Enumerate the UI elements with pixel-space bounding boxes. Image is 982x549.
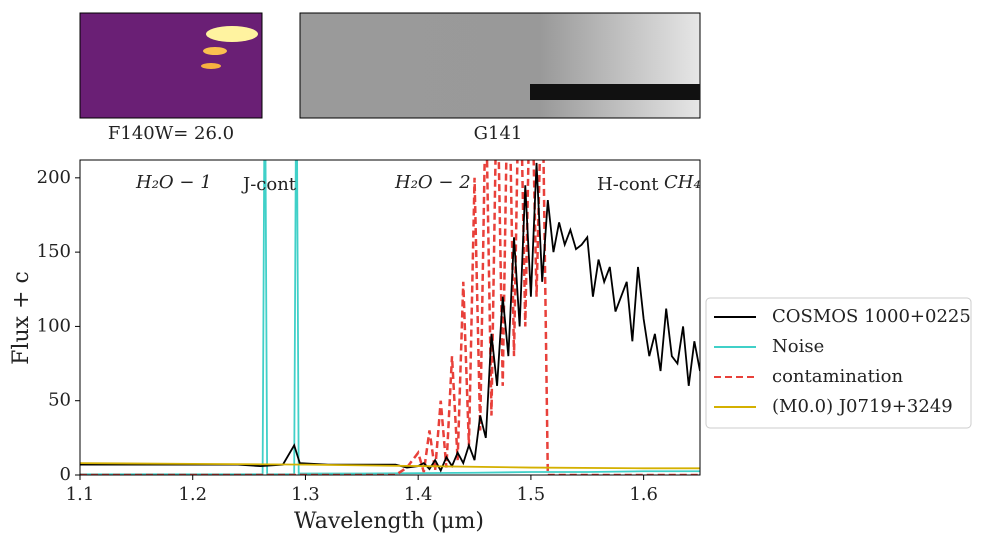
series-line (80, 462, 700, 470)
x-tick-label: 1.5 (517, 484, 546, 505)
y-tick-label: 50 (48, 390, 71, 411)
annotation: H₂O − 2 (394, 172, 471, 193)
series-line (80, 160, 700, 475)
image-label: F140W= 26.0 (108, 123, 234, 144)
y-tick-label: 150 (37, 241, 71, 262)
x-tick-label: 1.4 (404, 484, 433, 505)
annotation: H-cont (597, 174, 659, 195)
legend-label: (M0.0) J0719+3249 (772, 396, 953, 417)
x-axis-label: Wavelength (μm) (294, 509, 484, 534)
image-label: G141 (474, 123, 523, 144)
grism-image (299, 12, 701, 119)
x-tick-label: 1.3 (291, 484, 320, 505)
x-tick-label: 1.6 (629, 484, 658, 505)
annotation: J-cont (241, 174, 297, 195)
image-source (203, 47, 227, 55)
legend-label: Noise (772, 336, 824, 357)
legend-label: COSMOS 1000+0225 (772, 306, 971, 327)
x-tick-label: 1.2 (178, 484, 207, 505)
axes-frame (79, 159, 701, 476)
y-tick-label: 100 (37, 315, 71, 336)
annotation: CH₄ (664, 172, 701, 193)
y-tick-label: 0 (60, 464, 71, 485)
legend-box (705, 297, 972, 429)
grism-trace (530, 84, 700, 100)
legend-label: contamination (772, 366, 903, 387)
annotation: H₂O − 1 (135, 172, 212, 193)
y-tick-label: 200 (37, 167, 71, 188)
x-tick-label: 1.1 (66, 484, 95, 505)
series-line (80, 160, 700, 475)
image-source (206, 26, 258, 42)
series-line (80, 162, 700, 473)
y-axis-label: Flux + c (9, 271, 34, 365)
image-source (201, 63, 221, 69)
